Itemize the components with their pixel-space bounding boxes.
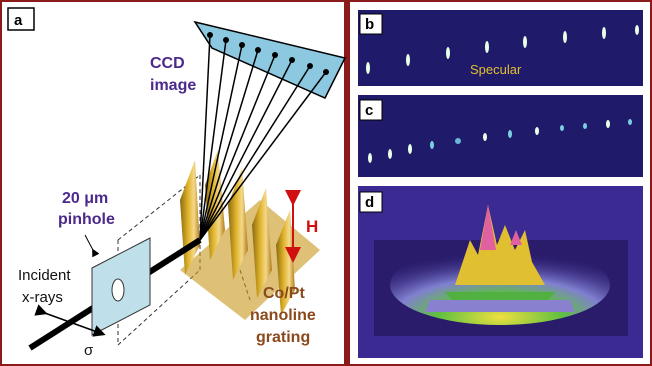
panel-b: Specular b [358,10,643,86]
specular-label: Specular [470,62,522,77]
pinhole-label: 20 μm [62,190,108,207]
panel-label: c [365,102,373,119]
ccd-label: CCD [150,55,185,72]
ccd-detector [195,22,345,98]
grating-label: grating [256,329,310,346]
panel-c: c [358,95,643,177]
divider [344,0,350,366]
panel-label: b [365,16,374,33]
grating-label: Co/Pt [263,285,305,302]
figure: a [0,0,652,366]
panel-d: d [358,186,643,358]
panel-label: a [14,12,23,29]
panel-a: a [8,8,345,359]
pinhole-label: pinhole [58,211,115,228]
incident-label: Incident [18,267,71,284]
ccd-label: image [150,77,196,94]
pinhole [112,279,124,301]
polarization-arrow [42,312,100,333]
pointer [85,235,94,252]
polarization-label: σ [84,342,94,359]
image-c [358,95,643,177]
height-label: H [306,217,318,236]
grating-label: nanoline [250,307,316,324]
panel-label: d [365,194,374,211]
incident-label: x-rays [22,289,63,306]
